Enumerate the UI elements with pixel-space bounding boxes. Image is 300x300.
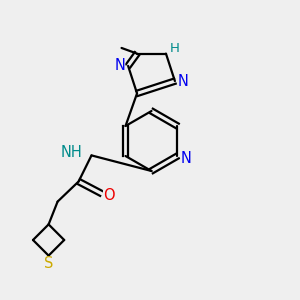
Text: NH: NH — [61, 145, 82, 160]
Text: H: H — [170, 42, 180, 55]
Text: N: N — [180, 151, 191, 166]
Text: N: N — [178, 74, 189, 88]
Text: N: N — [114, 58, 125, 74]
Text: O: O — [103, 188, 115, 202]
Text: S: S — [44, 256, 53, 272]
